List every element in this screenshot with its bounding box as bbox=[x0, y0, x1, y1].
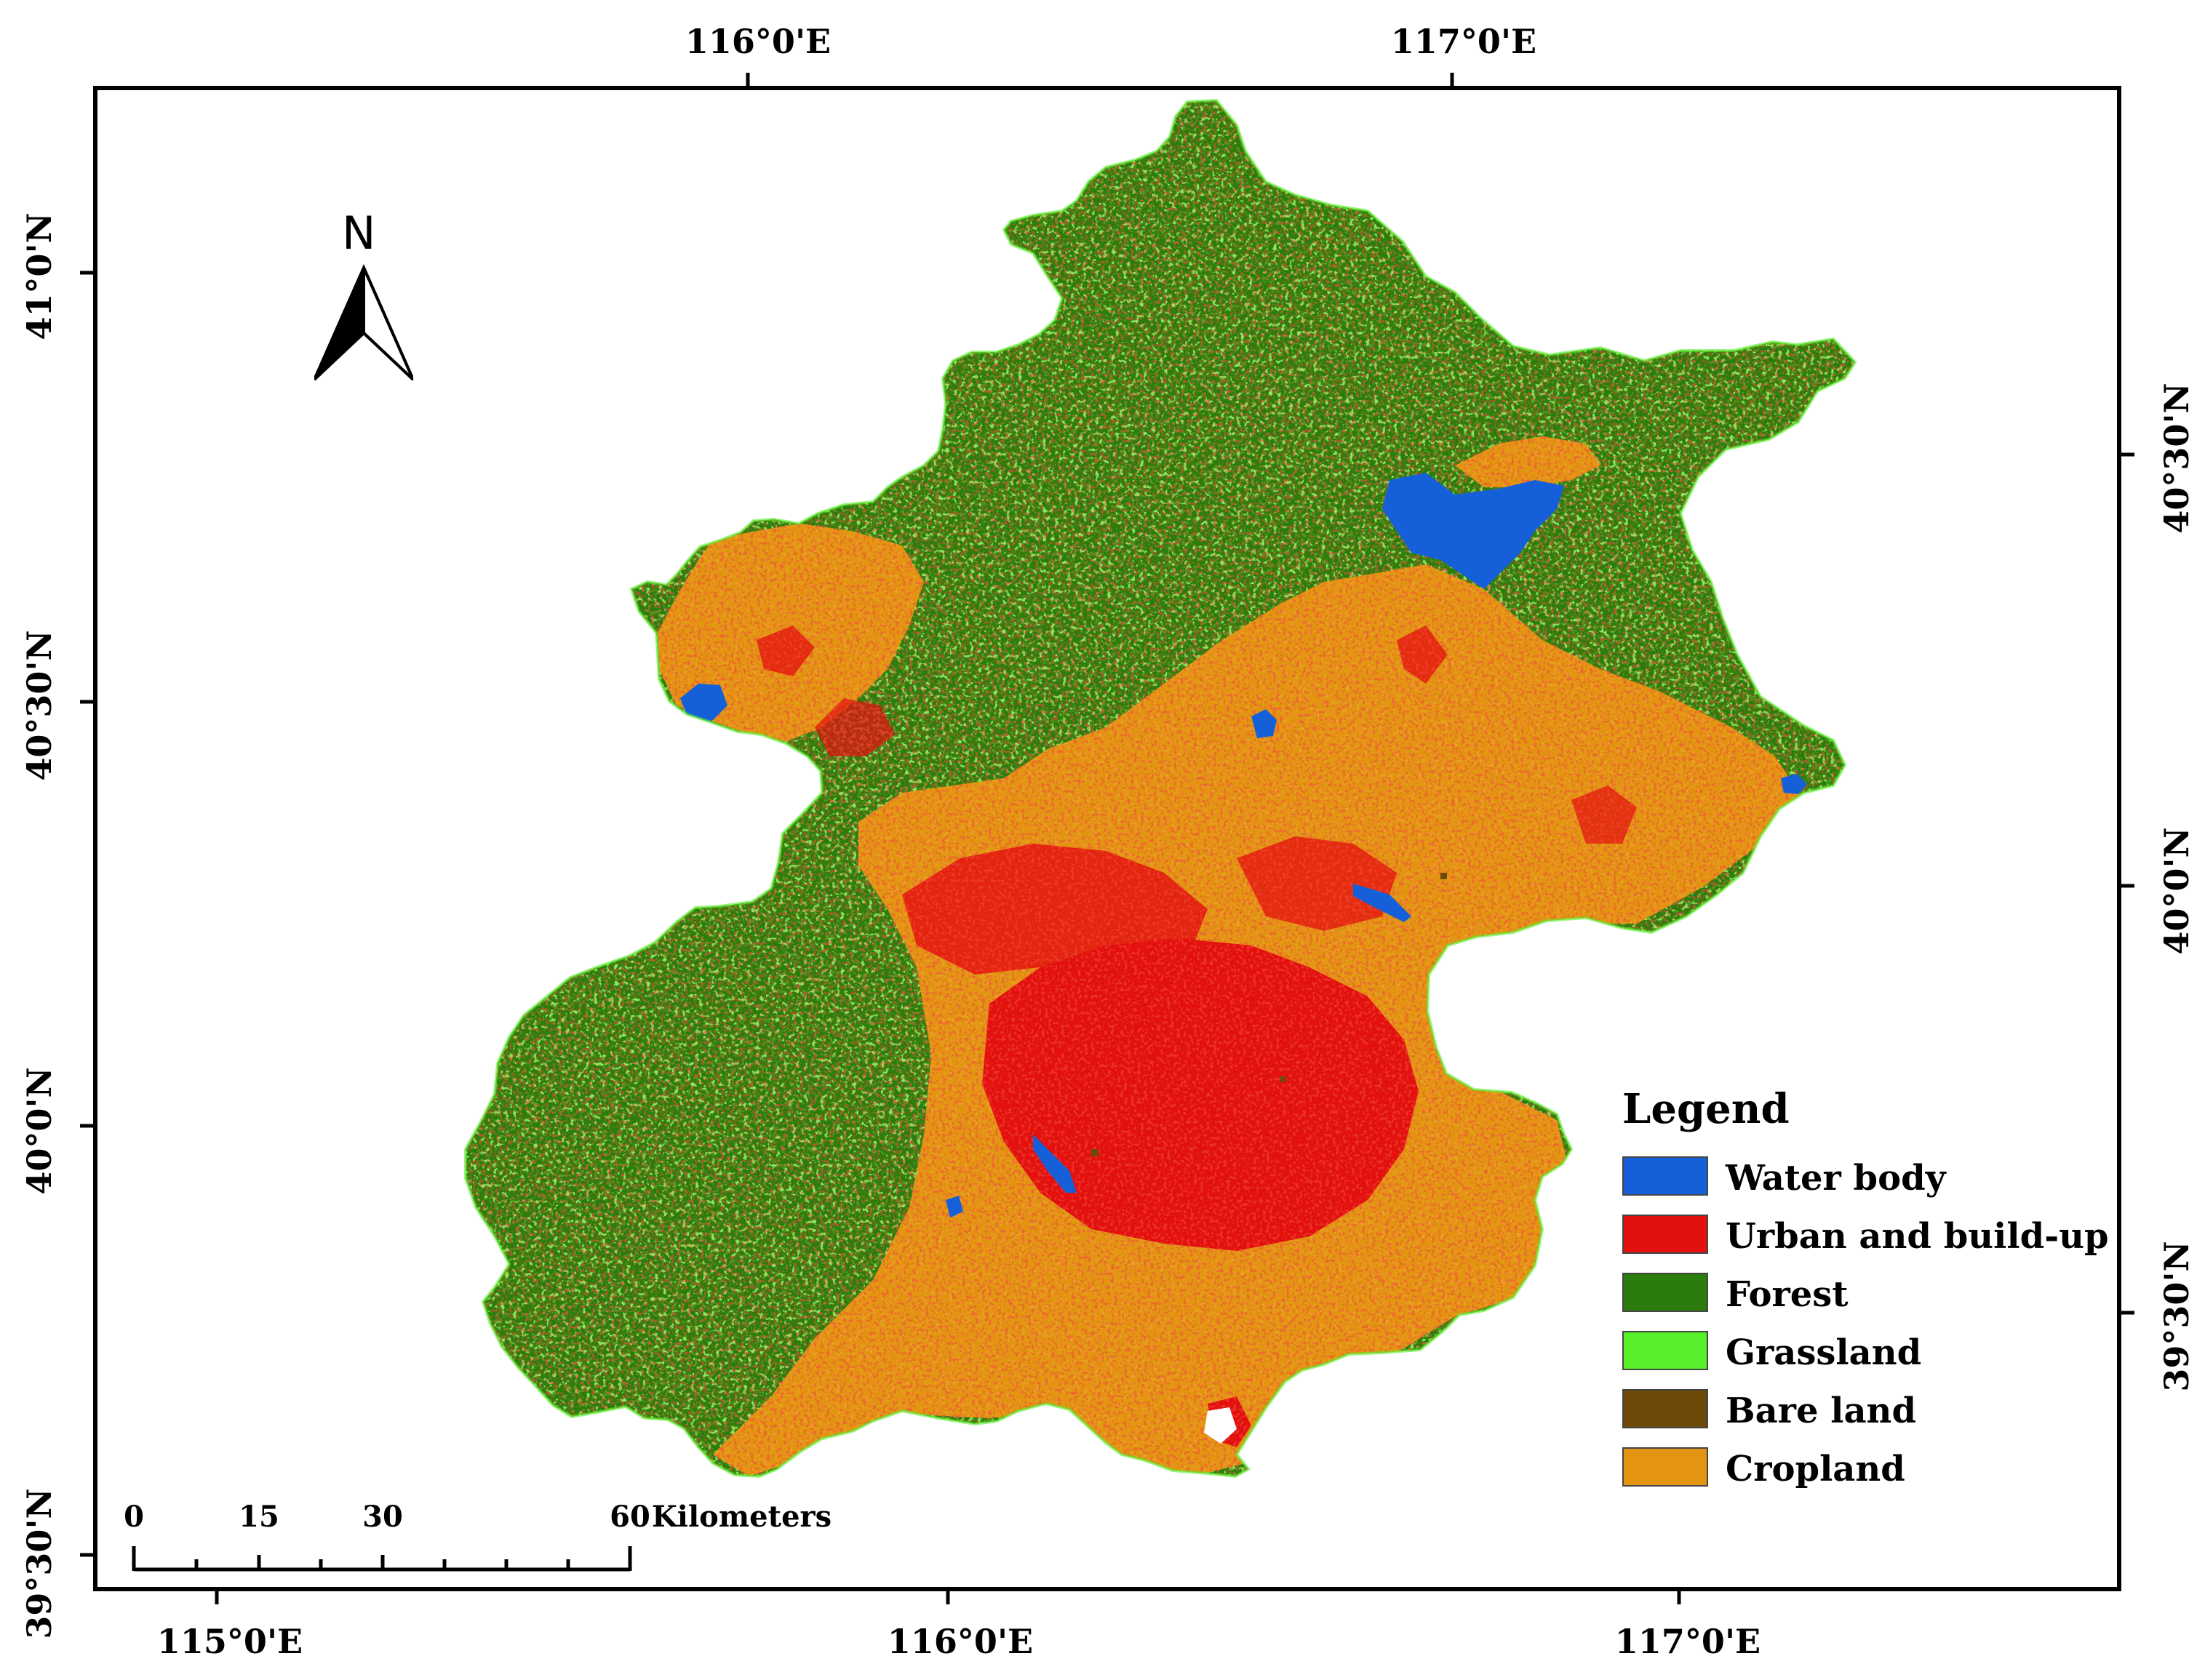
legend-label: Forest bbox=[1726, 1274, 1849, 1315]
graticule-label-bottom: 116°0'E bbox=[887, 1622, 1034, 1661]
legend-swatch bbox=[1622, 1156, 1708, 1196]
graticule-label-top: 117°0'E bbox=[1390, 22, 1537, 61]
graticule-label-bottom: 115°0'E bbox=[156, 1622, 303, 1661]
bare-land bbox=[1091, 873, 1447, 1156]
scale-tick-label: 15 bbox=[239, 1500, 279, 1534]
beijing-boundary bbox=[464, 98, 1857, 1479]
legend-title: Legend bbox=[1622, 1085, 1790, 1133]
scale-bar-ruler bbox=[132, 1546, 632, 1572]
scale-unit-label: Kilometers bbox=[652, 1500, 832, 1534]
legend-label: Grassland bbox=[1726, 1332, 1922, 1373]
boundary-notch bbox=[1204, 1407, 1237, 1444]
graticule-ticks bbox=[80, 73, 2134, 1604]
legend-item: Grassland bbox=[1622, 1329, 2146, 1375]
scale-bar: 0 15 30 60 Kilometers bbox=[116, 1500, 858, 1587]
graticule-label-bottom: 117°0'E bbox=[1614, 1622, 1761, 1661]
legend-item: Forest bbox=[1622, 1271, 2146, 1316]
legend-swatch bbox=[1622, 1331, 1708, 1370]
legend-label: Bare land bbox=[1726, 1391, 1917, 1431]
legend-item: Water body bbox=[1622, 1155, 2146, 1200]
scale-tick-label: 0 bbox=[124, 1500, 144, 1534]
legend-label: Cropland bbox=[1726, 1449, 1905, 1489]
north-arrow-label: N bbox=[342, 207, 376, 260]
legend-swatch bbox=[1622, 1273, 1708, 1312]
legend-swatch bbox=[1622, 1447, 1708, 1487]
legend-label: Water body bbox=[1726, 1158, 1946, 1199]
map-neatline bbox=[93, 86, 2121, 1591]
graticule-label-top: 116°0'E bbox=[685, 22, 832, 61]
legend-item: Bare land bbox=[1622, 1388, 2146, 1433]
legend-label: Urban and build-up bbox=[1726, 1216, 2109, 1257]
north-arrow-icon bbox=[314, 264, 413, 381]
legend-swatch bbox=[1622, 1215, 1708, 1254]
legend-item: Cropland bbox=[1622, 1446, 2146, 1491]
scale-tick-label: 30 bbox=[362, 1500, 403, 1534]
scale-tick-label: 60 bbox=[610, 1500, 650, 1534]
legend-item: Urban and build-up bbox=[1622, 1213, 2146, 1258]
legend-swatch bbox=[1622, 1389, 1708, 1428]
